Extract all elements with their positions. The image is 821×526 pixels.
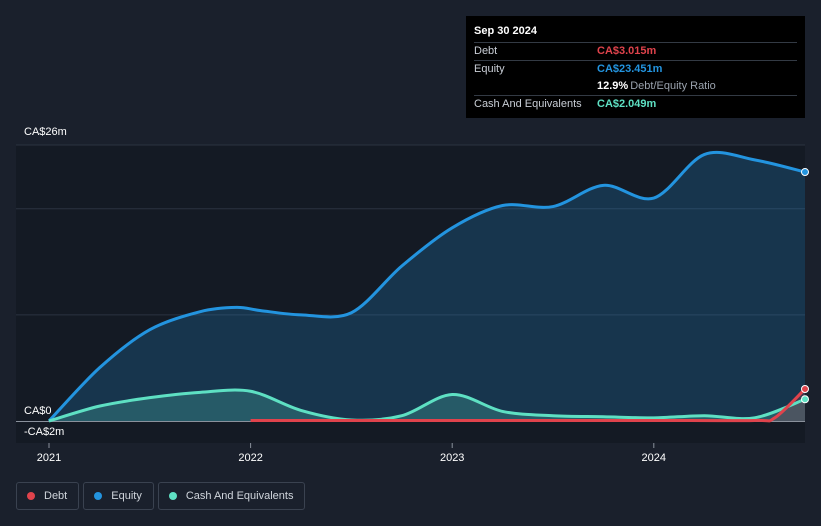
equity-line (47, 150, 806, 423)
tooltip-cash-value: CA$2.049m (597, 98, 657, 110)
chart-legend: Debt Equity Cash And Equivalents (16, 482, 309, 510)
x-tick-label: 2024 (642, 452, 666, 464)
legend-label-debt: Debt (44, 490, 68, 502)
tooltip-debt-row: Debt CA$3.015m (474, 42, 797, 60)
equity-dot-icon (94, 492, 103, 500)
series-lines (47, 150, 807, 423)
tooltip-ratio-label: Debt/Equity Ratio (630, 80, 716, 92)
legend-label-equity: Equity (111, 490, 142, 502)
y-tick-label-top: CA$26m (24, 126, 67, 138)
equity-area (49, 152, 805, 421)
data-tooltip: Sep 30 2024 Debt CA$3.015m Equity CA$23.… (466, 16, 805, 118)
tooltip-ratio-row: 12.9% Debt/Equity Ratio (474, 78, 797, 95)
cash-and-equivalents-line (48, 388, 806, 423)
cash-and-equivalents-endpoint[interactable] (801, 395, 809, 404)
y-tick-label-zero: CA$0 (24, 405, 52, 417)
tooltip-cash-label: Cash And Equivalents (474, 98, 582, 110)
x-tick-label: 2021 (37, 452, 61, 464)
tooltip-cash-row: Cash And Equivalents CA$2.049m (474, 95, 797, 113)
tooltip-equity-value: CA$23.451m (597, 63, 663, 75)
tooltip-date: Sep 30 2024 (474, 25, 537, 37)
x-tick-label: 2022 (238, 452, 262, 464)
tooltip-equity-label: Equity (474, 63, 505, 75)
tooltip-equity-row: Equity CA$23.451m (474, 60, 797, 78)
debt-line (250, 387, 807, 423)
legend-item-equity[interactable]: Equity (83, 482, 154, 510)
tooltip-debt-label: Debt (474, 45, 498, 57)
legend-label-cash: Cash And Equivalents (185, 490, 294, 502)
tooltip-ratio-value: 12.9% (597, 80, 629, 92)
y-tick-label-bottom: -CA$2m (24, 426, 64, 438)
plot-background (16, 145, 805, 443)
debt-dot-icon (27, 492, 35, 500)
x-tick-label: 2023 (440, 452, 464, 464)
legend-item-cash[interactable]: Cash And Equivalents (157, 482, 306, 510)
cash-dot-icon (168, 492, 177, 500)
tooltip-debt-value: CA$3.015m (597, 45, 657, 57)
series-endpoints (801, 168, 809, 404)
x-axis: 2021 2022 2023 2024 (37, 443, 666, 464)
equity-endpoint[interactable] (801, 168, 809, 177)
legend-item-debt[interactable]: Debt (16, 482, 80, 510)
debt-endpoint[interactable] (801, 384, 809, 393)
